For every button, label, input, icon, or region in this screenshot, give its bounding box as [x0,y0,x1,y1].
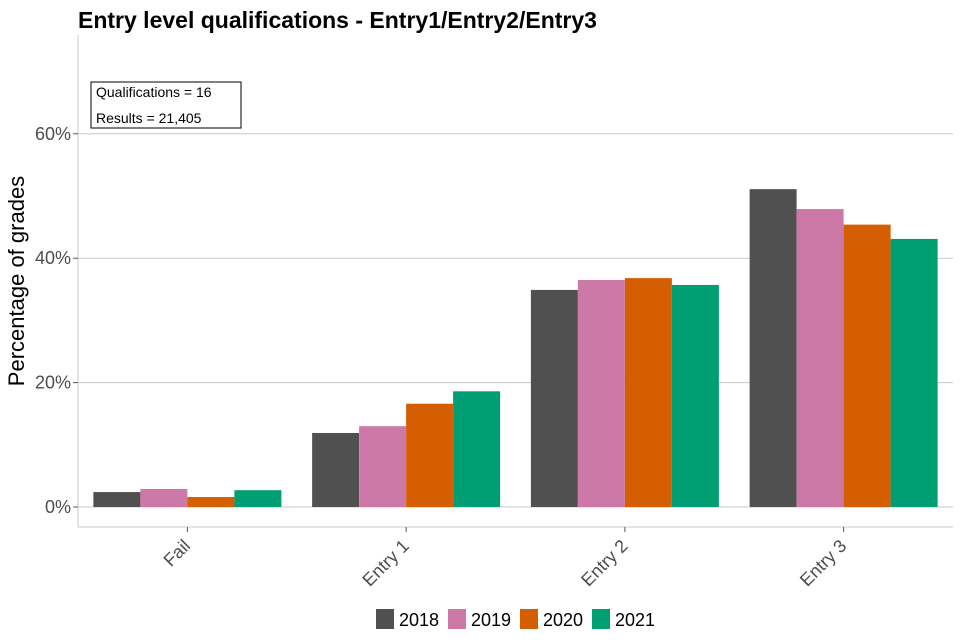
bar-2019-entry-3 [796,209,844,507]
legend-label-2019: 2019 [471,610,511,630]
y-ticks: 0% 20% 40% 60% [35,124,78,517]
legend-label-2018: 2018 [399,610,439,630]
y-tick-label: 60% [35,124,71,144]
bar-2018-fail [93,492,141,507]
legend-swatch-2021 [592,609,610,629]
annotation-results: Results = 21,405 [96,110,202,126]
axes [77,35,953,528]
y-tick-label: 20% [35,373,71,393]
legend-swatch-2018 [376,609,394,629]
y-axis-label: Percentage of grades [4,176,29,386]
bar-2018-entry-3 [749,189,797,507]
annotation-frame [90,81,242,129]
x-tick-label: Entry 2 [577,536,631,590]
x-tick-label: Entry 1 [358,536,412,590]
x-tick-label: Entry 3 [796,536,850,590]
y-tick-label: 0% [45,497,71,517]
bar-2018-entry-1 [312,432,360,507]
annotation-qualifications: Qualifications = 16 [96,84,212,100]
x-tick-label: Fail [160,536,195,571]
bar-2020-entry-3 [843,224,891,507]
bars [93,189,938,507]
bar-2019-fail [140,488,188,507]
bar-2018-entry-2 [530,289,578,507]
legend-swatch-2019 [448,609,466,629]
bar-2020-fail [187,497,235,507]
bar-2019-entry-2 [577,279,625,507]
bar-2020-entry-1 [406,403,454,507]
y-tick-label: 40% [35,248,71,268]
legend-label-2021: 2021 [615,610,655,630]
legend-label-2020: 2020 [543,610,583,630]
chart-title: Entry level qualifications - Entry1/Entr… [78,7,597,33]
bar-2021-entry-1 [453,391,501,507]
legend: 2018 2019 2020 2021 [376,609,655,630]
bar-2019-entry-1 [359,426,407,507]
bar-2021-entry-3 [890,238,938,507]
annotation-box: Qualifications = 16 Results = 21,405 [90,81,242,129]
legend-swatch-2020 [520,609,538,629]
bar-2020-entry-2 [624,278,672,507]
bar-2021-entry-2 [671,284,719,507]
bar-2021-fail [234,490,282,507]
x-ticks: Fail Entry 1 Entry 2 Entry 3 [160,527,850,590]
